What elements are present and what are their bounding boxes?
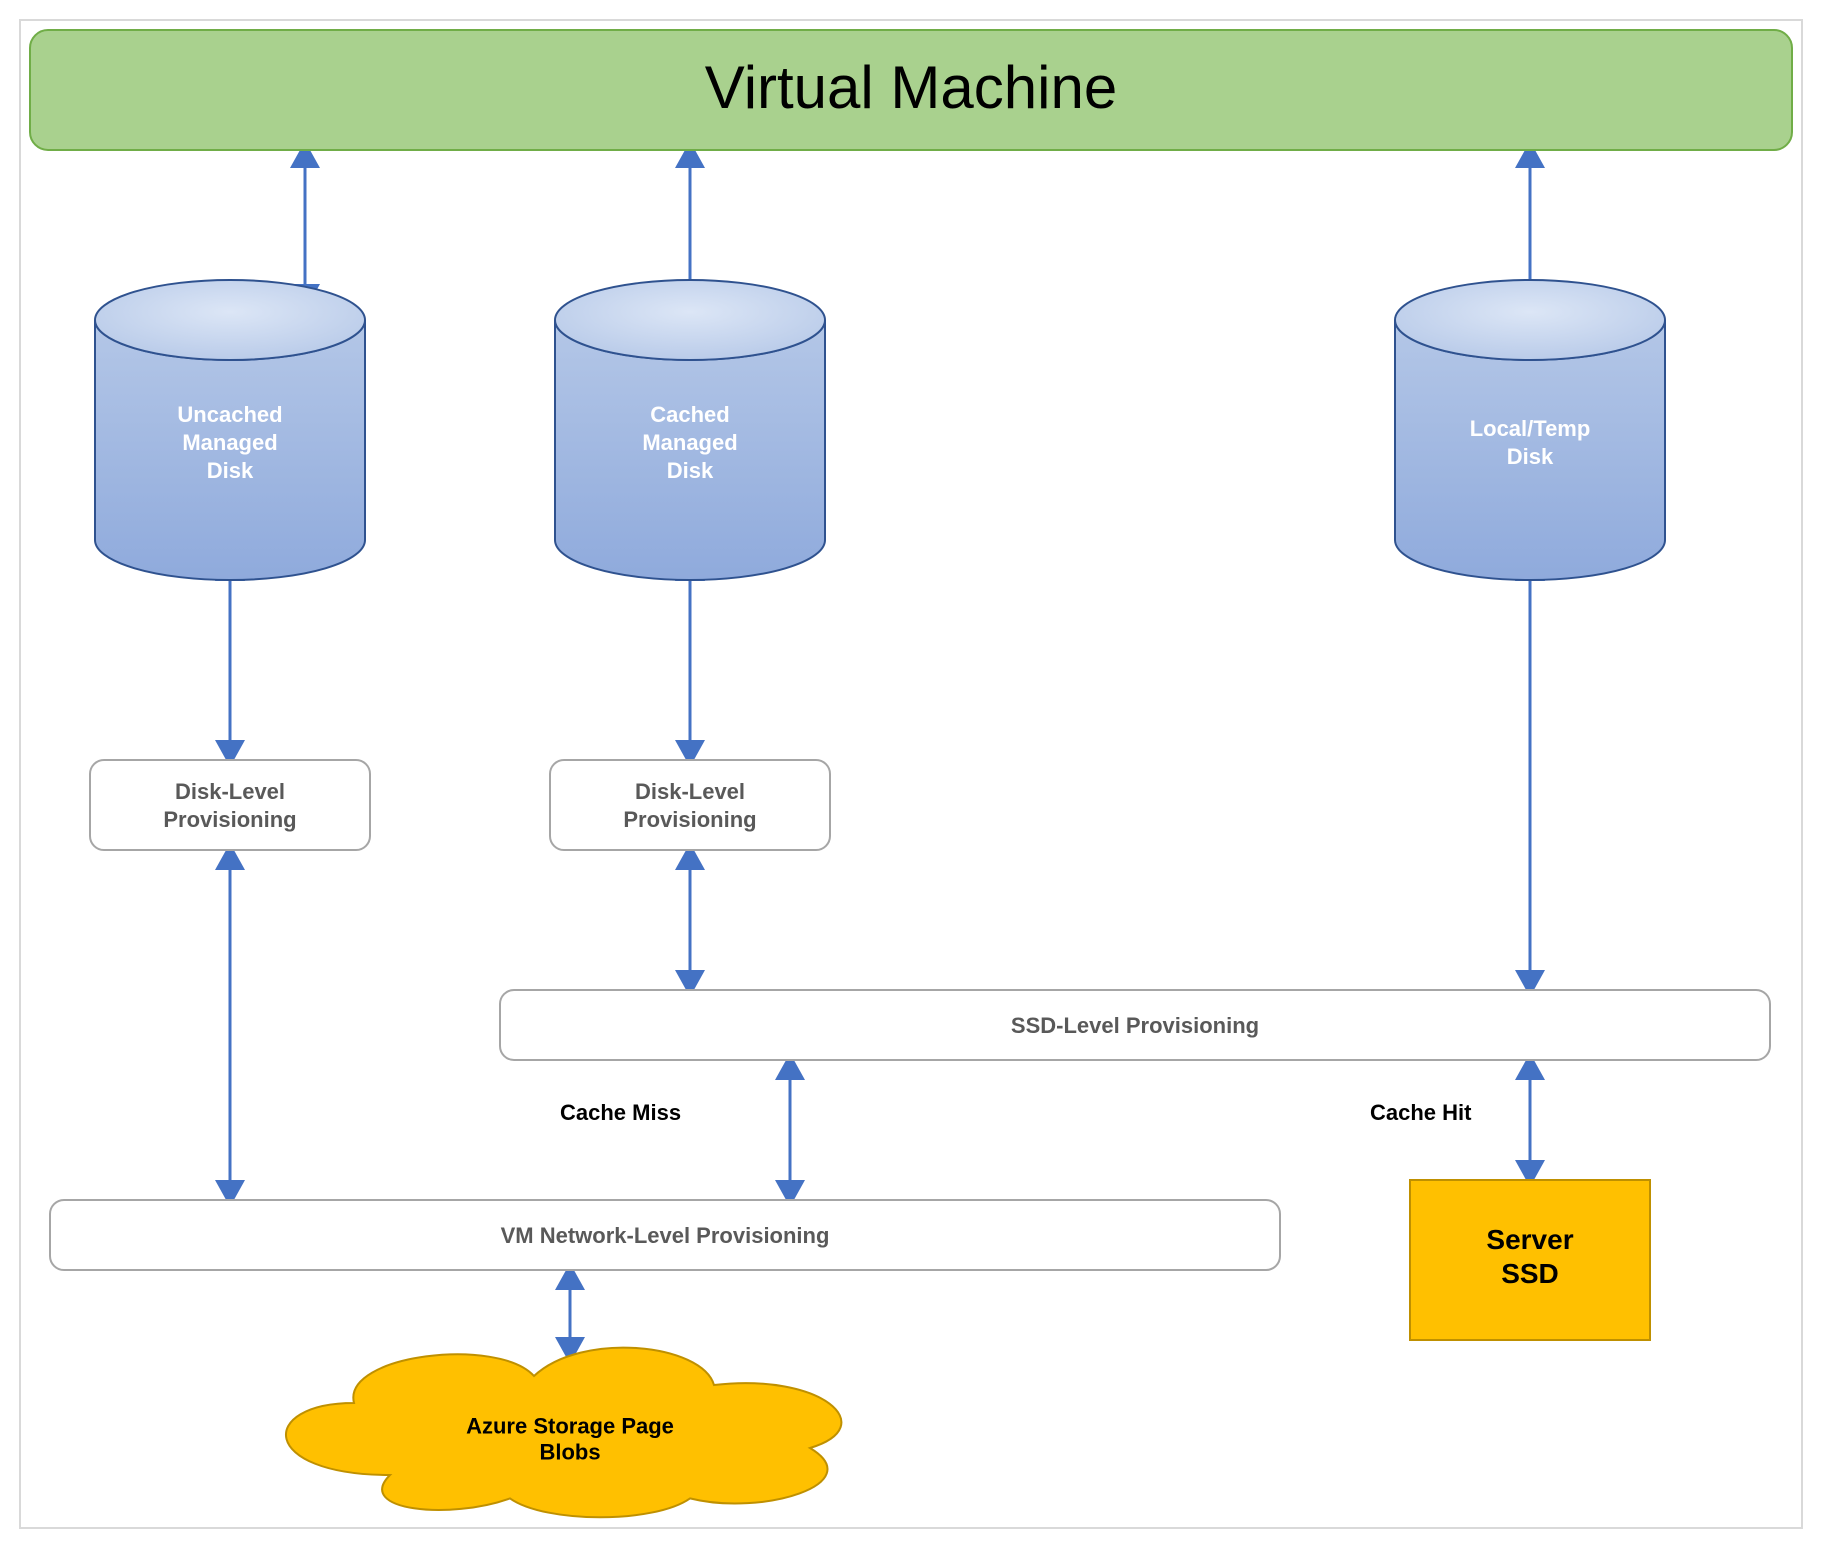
svg-text:SSD: SSD [1501, 1258, 1559, 1289]
ssd-level-provisioning: SSD-Level Provisioning [500, 990, 1770, 1060]
svg-text:Disk: Disk [1507, 444, 1554, 469]
svg-text:Server: Server [1486, 1224, 1573, 1255]
disk-level-provisioning-1: Disk-Level Provisioning [90, 760, 370, 850]
svg-text:Cached: Cached [650, 402, 729, 427]
svg-text:SSD-Level Provisioning: SSD-Level Provisioning [1011, 1013, 1259, 1038]
azure-storage-page-blobs: Azure Storage PageBlobs [286, 1348, 841, 1518]
svg-text:Managed: Managed [182, 430, 277, 455]
svg-text:Provisioning: Provisioning [623, 807, 756, 832]
svg-text:Uncached: Uncached [177, 402, 282, 427]
svg-text:Disk-Level: Disk-Level [635, 779, 745, 804]
svg-text:Azure Storage Page: Azure Storage Page [466, 1414, 674, 1439]
title-text: Virtual Machine [705, 54, 1117, 121]
server-ssd: ServerSSD [1410, 1180, 1650, 1340]
svg-text:Disk: Disk [207, 458, 254, 483]
cylinder-local-temp-disk: Local/Temp Disk [1395, 280, 1665, 580]
svg-text:Disk: Disk [667, 458, 714, 483]
cylinder-uncached-managed-disk: Uncached Managed Disk [95, 280, 365, 580]
svg-text:Disk-Level: Disk-Level [175, 779, 285, 804]
svg-text:Local/Temp: Local/Temp [1470, 416, 1591, 441]
cylinder-cached-managed-disk: Cached Managed Disk [555, 280, 825, 580]
svg-text:Blobs: Blobs [539, 1440, 600, 1465]
svg-text:VM Network-Level Provisioning: VM Network-Level Provisioning [501, 1223, 830, 1248]
disk-level-provisioning-2: Disk-Level Provisioning [550, 760, 830, 850]
vm-network-level-provisioning: VM Network-Level Provisioning [50, 1200, 1280, 1270]
svg-text:Provisioning: Provisioning [163, 807, 296, 832]
label-cache-miss: Cache Miss [560, 1100, 681, 1125]
svg-text:Managed: Managed [642, 430, 737, 455]
label-cache-hit: Cache Hit [1370, 1100, 1472, 1125]
